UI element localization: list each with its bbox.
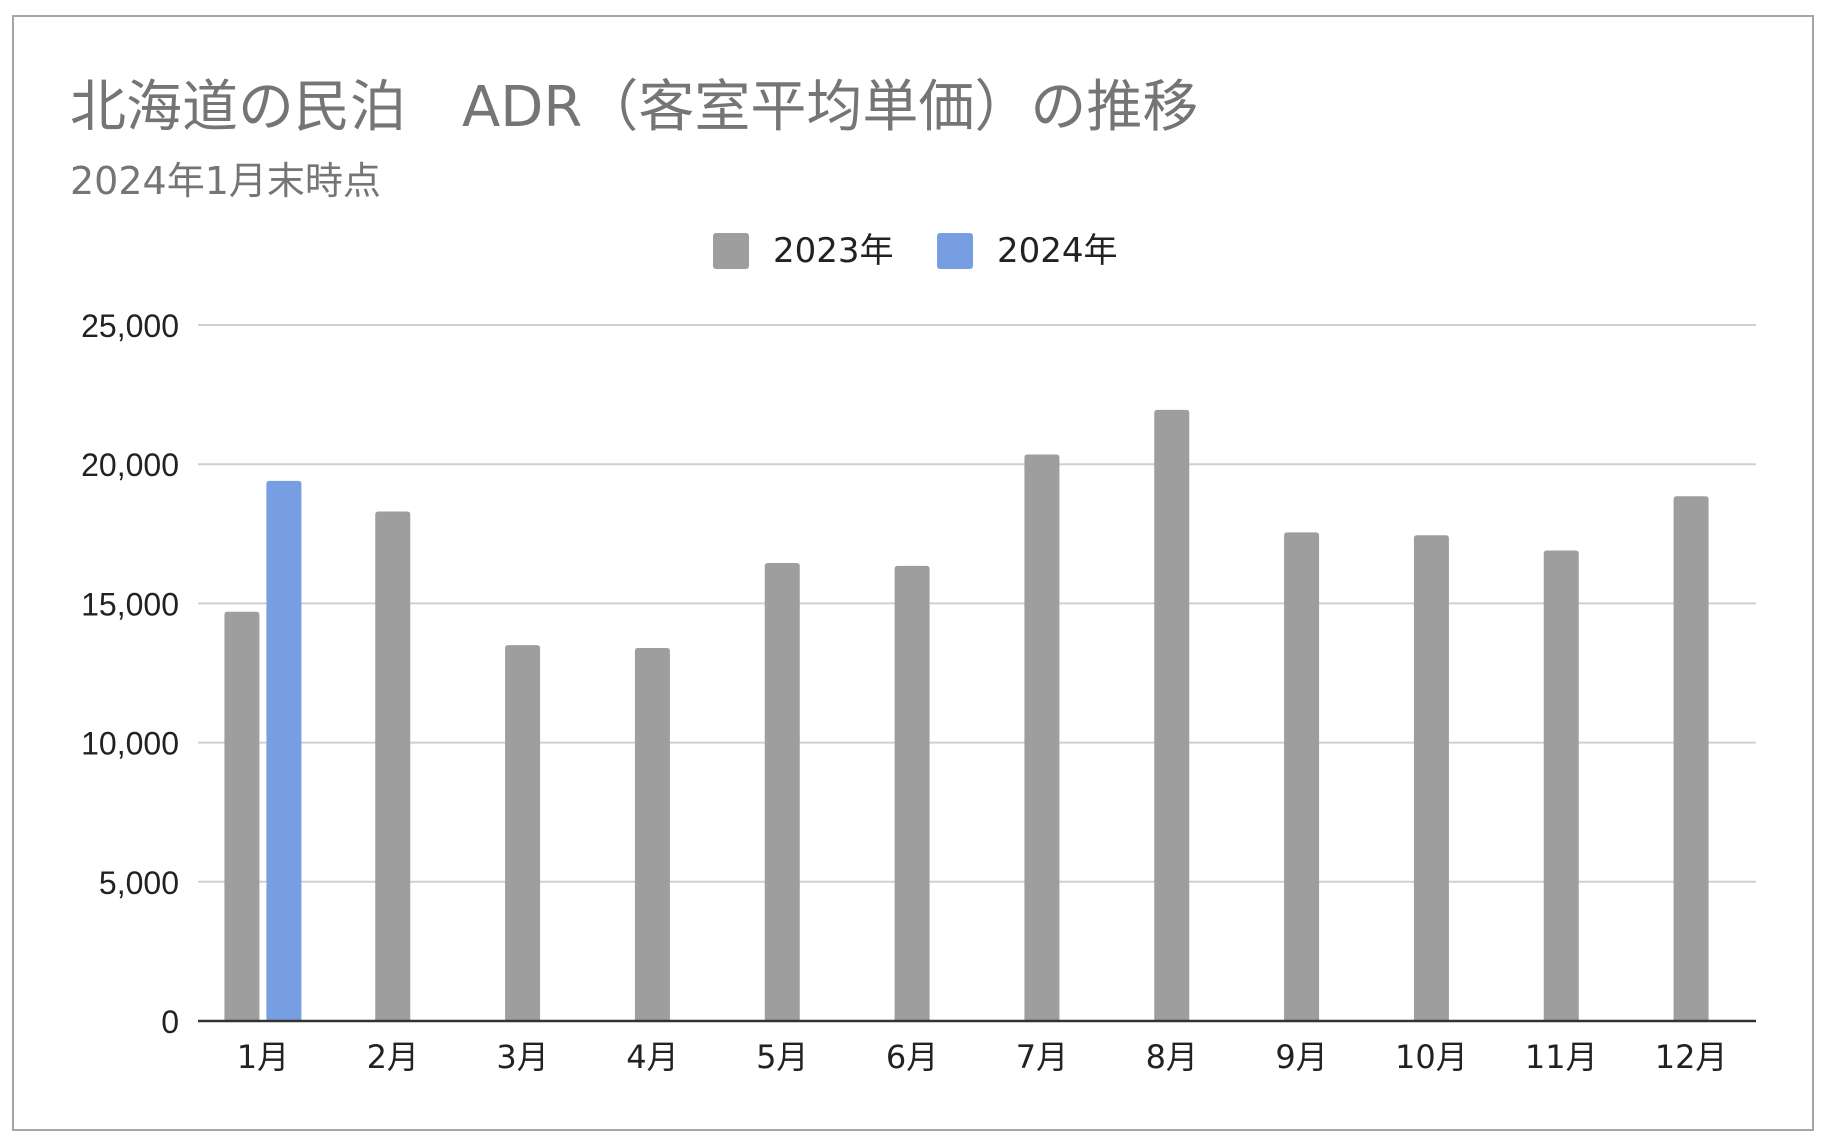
bar-2023-8 [1154,409,1190,1021]
x-tick-label: 10月 [1395,1038,1468,1076]
x-tick-label: 4月 [626,1038,678,1076]
bar-2023-1 [224,611,260,1021]
x-tick-label: 8月 [1146,1038,1198,1076]
x-tick-label: 6月 [886,1038,938,1076]
bar-2023-7 [1024,454,1060,1021]
chart-subtitle: 2024年1月末時点 [70,159,381,203]
bar-2023-3 [505,645,541,1021]
bar-2023-2 [375,511,411,1021]
y-tick-label: 15,000 [81,586,179,622]
y-tick-label: 5,000 [99,865,179,901]
bar-2023-10 [1413,535,1449,1021]
y-tick-label: 10,000 [81,726,179,762]
bar-2023-6 [894,565,930,1021]
x-tick-label: 1月 [237,1038,289,1076]
legend-swatch-2023 [713,233,749,269]
legend-label-2024: 2024年 [997,231,1118,271]
bar-2023-11 [1543,550,1579,1021]
bar-2023-5 [764,563,800,1021]
bar-2023-9 [1284,532,1320,1021]
x-tick-label: 3月 [496,1038,548,1076]
x-tick-label: 2月 [367,1038,419,1076]
y-tick-label: 0 [161,1004,179,1040]
y-tick-label: 20,000 [81,447,179,483]
x-tick-label: 11月 [1525,1038,1598,1076]
y-tick-label: 25,000 [81,308,179,344]
x-tick-label: 12月 [1655,1038,1728,1076]
x-tick-label: 5月 [756,1038,808,1076]
legend-swatch-2024 [937,233,973,269]
bar-2024-1 [266,480,302,1021]
chart-title: 北海道の民泊 ADR（客室平均単価）の推移 [70,75,1199,140]
bar-2023-12 [1673,496,1709,1021]
x-tick-label: 9月 [1275,1038,1327,1076]
x-tick-label: 7月 [1016,1038,1068,1076]
bar-2023-4 [634,647,670,1021]
legend-label-2023: 2023年 [773,231,894,271]
